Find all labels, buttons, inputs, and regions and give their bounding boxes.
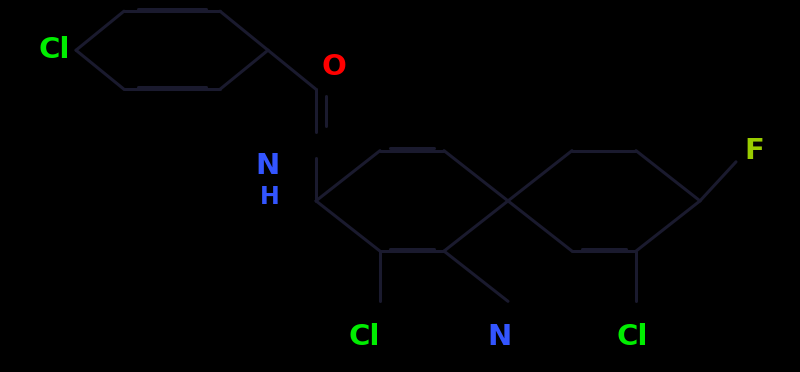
- Text: N: N: [488, 323, 512, 351]
- Text: N: N: [250, 148, 280, 183]
- Text: Cl: Cl: [616, 323, 648, 351]
- Text: O: O: [322, 53, 347, 81]
- Text: H: H: [256, 183, 280, 211]
- Text: F: F: [744, 134, 768, 168]
- Text: O: O: [319, 50, 350, 84]
- Text: N: N: [256, 151, 280, 180]
- Text: Cl: Cl: [38, 33, 76, 67]
- Text: Cl: Cl: [346, 320, 382, 354]
- Text: N: N: [486, 320, 514, 354]
- Text: H: H: [260, 185, 280, 209]
- Text: Cl: Cl: [614, 320, 650, 354]
- Text: Cl: Cl: [348, 323, 380, 351]
- Text: F: F: [744, 137, 764, 165]
- Text: Cl: Cl: [38, 36, 70, 64]
